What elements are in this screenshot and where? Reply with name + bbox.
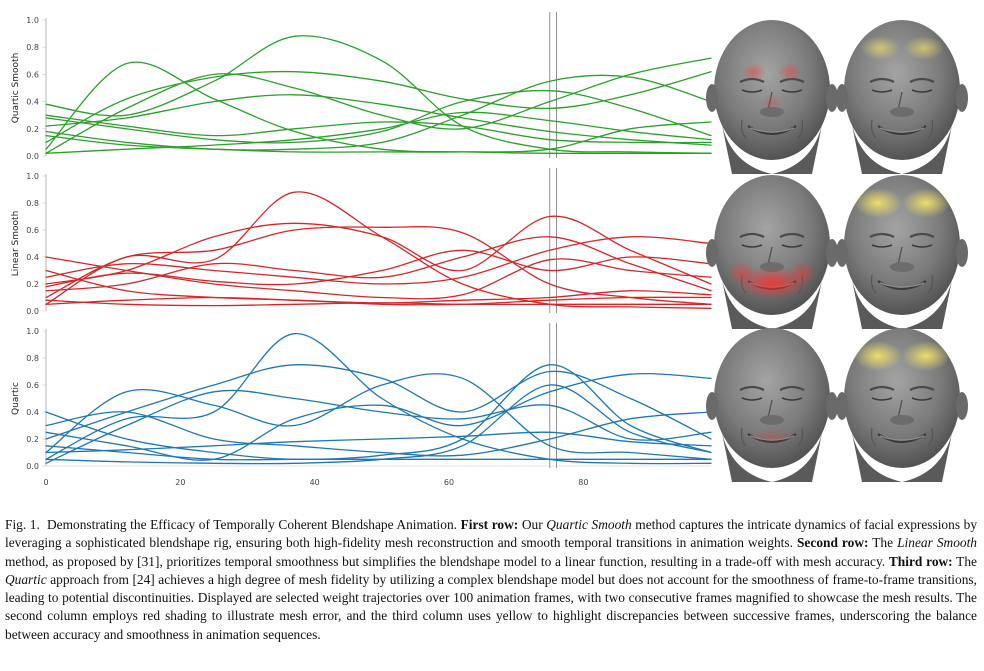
- y-tick-label: 0.2: [26, 435, 39, 444]
- series-line-1: [45, 61, 712, 155]
- y-tick-label: 0.4: [26, 98, 39, 107]
- caption-row1-text: method captures the intricate dynamics o…: [5, 517, 978, 551]
- y-tick-label: 0.8: [26, 354, 39, 363]
- y-tick-label: 0.4: [26, 253, 39, 262]
- series-line-4: [45, 236, 712, 285]
- series-line-6: [45, 236, 712, 292]
- y-tick-label: 0.2: [26, 280, 39, 289]
- series-line-3: [45, 373, 712, 460]
- caption-row1-method: Quartic Smooth: [546, 517, 632, 532]
- caption-row3-method: Quartic: [5, 571, 47, 587]
- plot-panel-1: 0.0 0.2 0.4 0.6 0.8 1.0 Quartic Smooth: [11, 12, 712, 161]
- figure-caption: Fig. 1. Demonstrating the Efficacy of Te…: [5, 516, 977, 644]
- plot-panel-3: 0.0 0.2 0.4 0.6 0.8 1.0 Quartic 0 20 40 60 80: [11, 323, 712, 487]
- y-tick-label: 0.0: [26, 307, 39, 316]
- series-line-1: [45, 333, 712, 465]
- x-tick-label: 40: [310, 478, 320, 487]
- y-tick-label: 0.6: [26, 226, 39, 235]
- series-line-5: [45, 70, 712, 144]
- y-tick-label: 1.0: [26, 16, 39, 25]
- y-tick-label: 0.2: [26, 125, 39, 134]
- face-renders: [704, 18, 970, 484]
- x-tick-label: 0: [43, 478, 48, 487]
- x-tick-label: 80: [578, 478, 588, 487]
- row-label: Quartic Smooth: [11, 53, 21, 124]
- y-tick-label: 0.4: [26, 408, 39, 417]
- series-line-3: [45, 226, 712, 305]
- face-row3-diff: [834, 326, 970, 484]
- caption-row2-lead: Second row:: [796, 535, 869, 551]
- x-tick-label: 60: [444, 478, 454, 487]
- series-line-6: [45, 389, 712, 464]
- series-line-8: [45, 411, 712, 457]
- series-line-2: [45, 35, 712, 154]
- x-tick-label: 20: [175, 478, 185, 487]
- caption-row3-lead: Third row:: [888, 553, 953, 569]
- series-line-7: [45, 114, 712, 144]
- series-line-2: [45, 364, 712, 440]
- series-line-3: [45, 57, 712, 154]
- caption-row1-lead: First row:: [460, 517, 519, 532]
- series-line-10: [45, 94, 712, 146]
- caption-row3-text: approach from [24] achieves a high degre…: [5, 571, 977, 642]
- y-tick-label: 0.0: [26, 152, 39, 161]
- y-tick-label: 0.0: [26, 462, 39, 471]
- caption-title: Demonstrating the Efficacy of Temporally…: [47, 517, 458, 532]
- y-tick-label: 0.6: [26, 70, 39, 79]
- series-line-1: [45, 191, 712, 309]
- series-line-8: [45, 111, 712, 154]
- series-line-10: [45, 299, 712, 307]
- series-line-9: [45, 121, 712, 153]
- face-row2-error: [704, 173, 840, 331]
- face-row1-diff: [834, 18, 970, 176]
- y-tick-label: 1.0: [26, 172, 39, 181]
- row-label: Linear Smooth: [11, 211, 21, 277]
- caption-label: Fig. 1.: [5, 517, 40, 532]
- y-tick-label: 0.8: [26, 199, 39, 208]
- face-row3-error: [704, 326, 840, 484]
- face-row2-diff: [834, 173, 970, 331]
- series-line-6: [45, 74, 712, 151]
- series-line-10: [45, 431, 712, 454]
- caption-row3-pre: The: [956, 553, 977, 569]
- row-label: Quartic: [11, 382, 21, 415]
- series-line-4: [45, 373, 712, 461]
- series-line-9: [45, 384, 712, 465]
- y-tick-label: 0.8: [26, 43, 39, 52]
- caption-row2-pre: The: [872, 535, 894, 551]
- series-line-4: [45, 89, 712, 144]
- y-tick-label: 1.0: [26, 327, 39, 336]
- series-line-9: [45, 249, 712, 288]
- caption-row2-method: Linear Smooth: [897, 535, 977, 551]
- face-row1-error: [704, 18, 840, 176]
- y-tick-label: 0.6: [26, 381, 39, 390]
- plot-panel-2: 0.0 0.2 0.4 0.6 0.8 1.0 Linear Smooth: [11, 168, 712, 316]
- series-line-5: [45, 364, 712, 461]
- caption-row2-text: method, as proposed by [31], prioritizes…: [5, 553, 886, 569]
- caption-row1-pre: Our: [521, 517, 543, 532]
- series-line-2: [45, 215, 712, 285]
- series-line-8: [45, 269, 712, 306]
